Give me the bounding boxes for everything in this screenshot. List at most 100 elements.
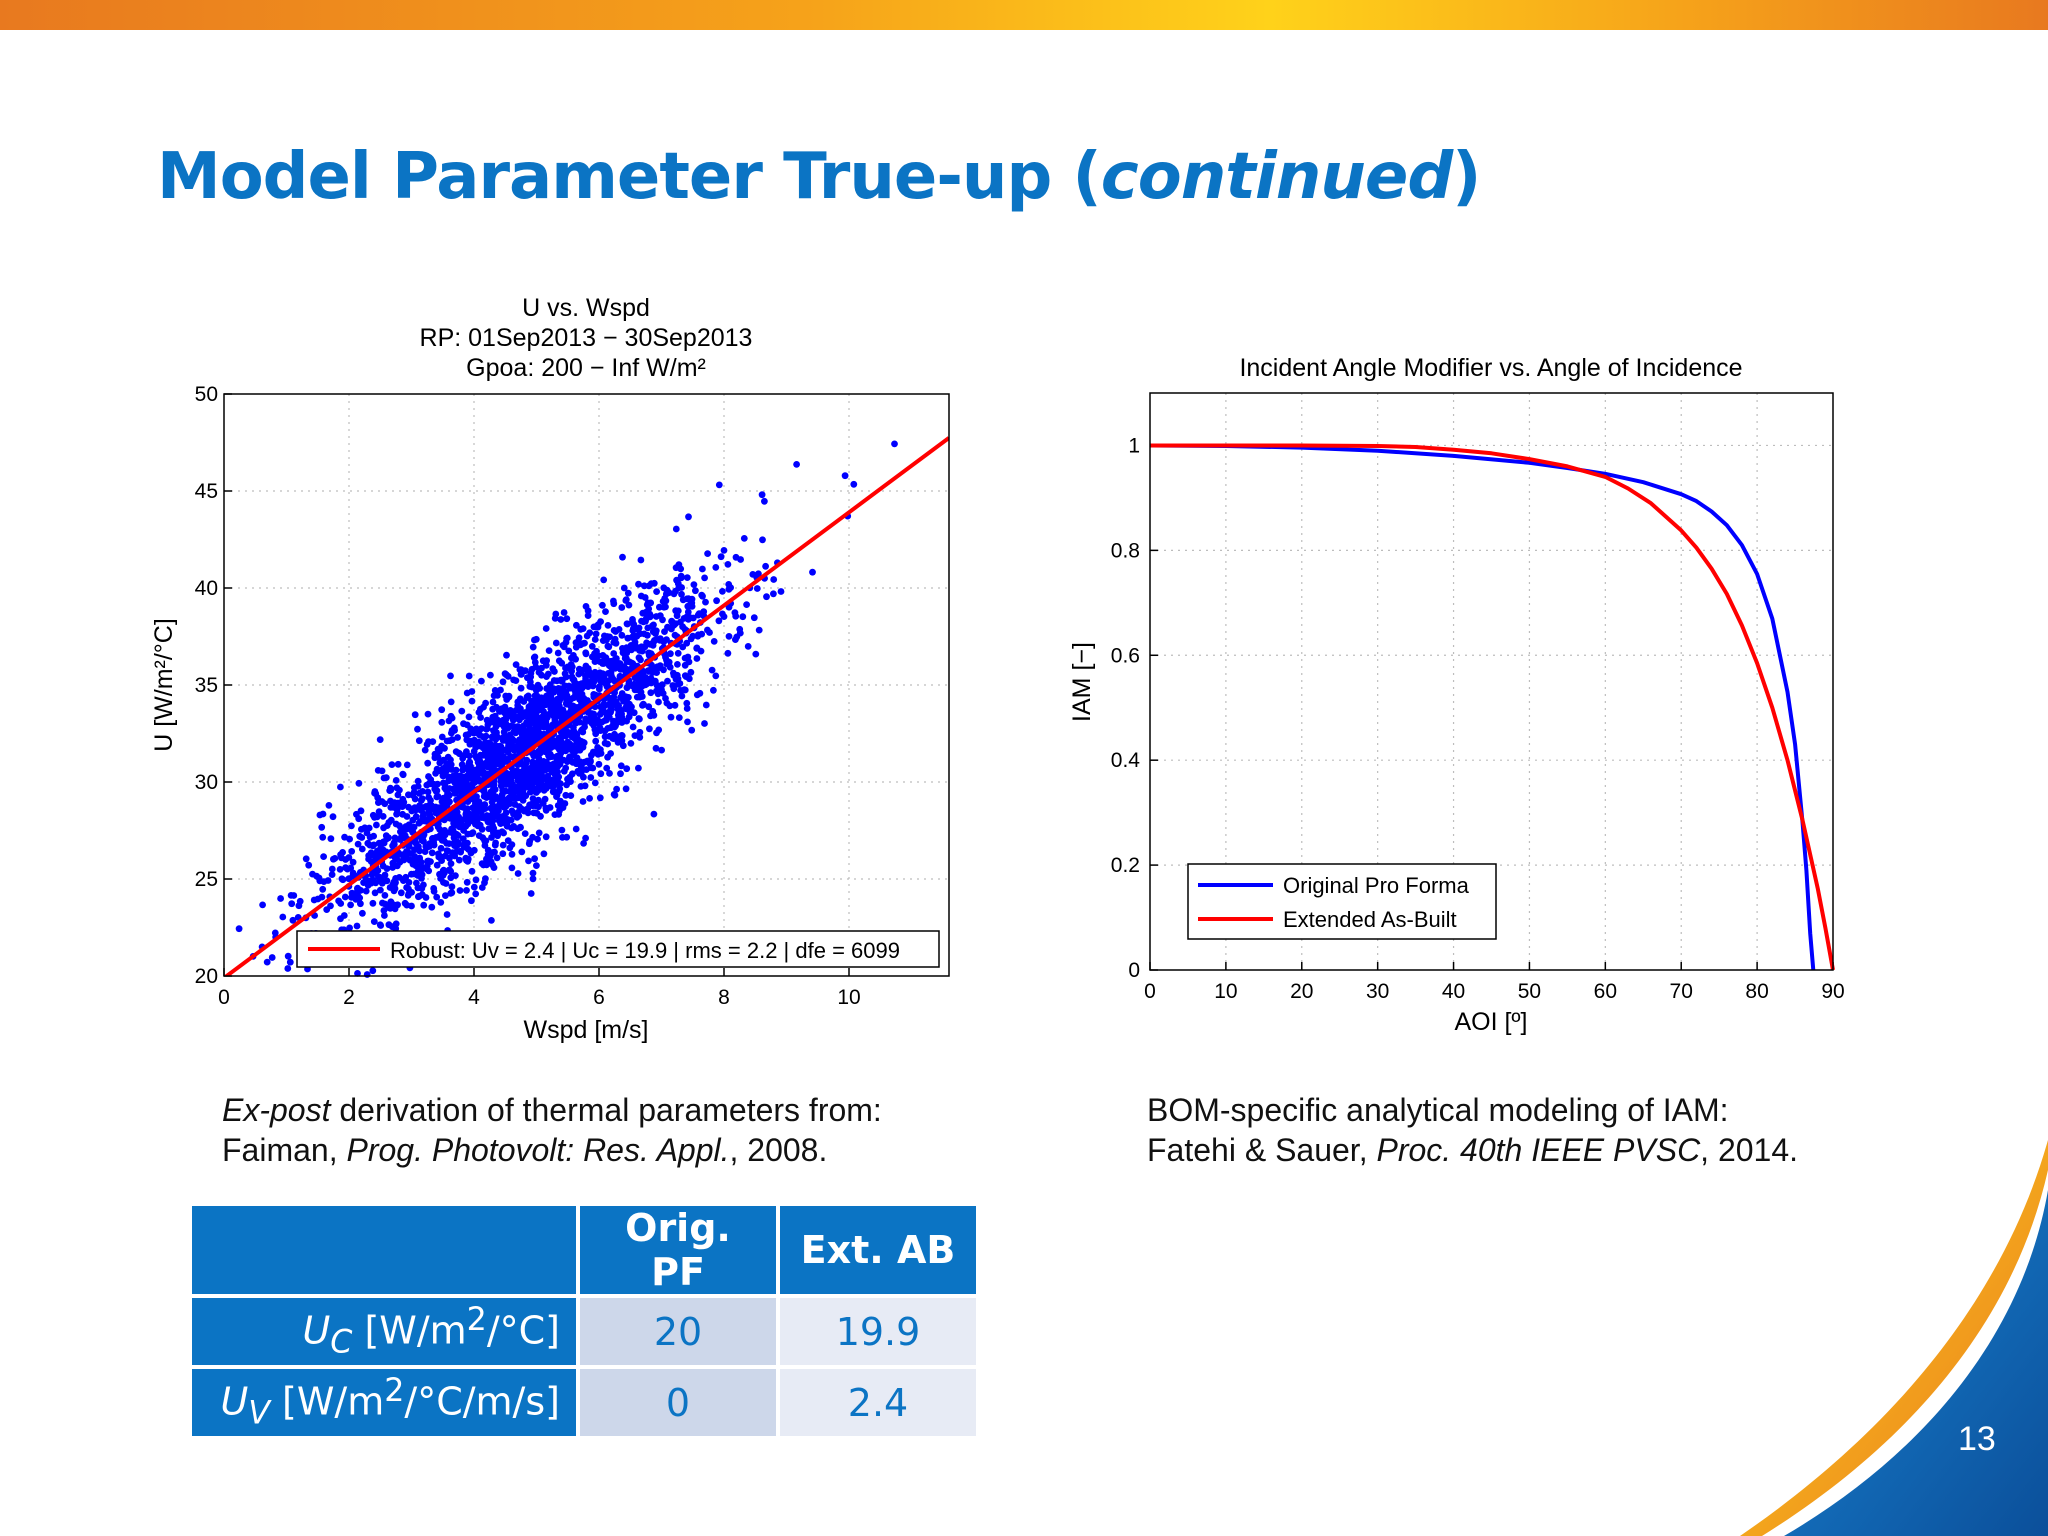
scatter-point [667, 713, 675, 721]
scatter-point [362, 887, 370, 895]
scatter-point [625, 680, 633, 688]
scatter-point [545, 647, 553, 654]
scatter-point [441, 831, 449, 839]
scatter-point [634, 626, 641, 633]
scatter-point [596, 794, 604, 802]
scatter-point [345, 875, 353, 883]
scatter-point [619, 645, 626, 652]
scatter-point [510, 676, 517, 684]
scatter-point [597, 750, 605, 757]
scatter-point [678, 590, 685, 598]
scatter-point [535, 766, 543, 774]
corner-swoosh-decoration [1740, 1140, 2048, 1536]
scatter-point [624, 589, 632, 597]
scatter-point [508, 850, 516, 858]
y-tick-label: 0.4 [1111, 749, 1141, 772]
scatter-point [487, 758, 494, 766]
left-caption-line-1: Ex-post derivation of thermal parameters… [222, 1090, 882, 1130]
scatter-point [720, 547, 728, 554]
scatter-point [523, 756, 531, 764]
scatter-point [655, 698, 662, 706]
scatter-point [448, 736, 456, 743]
scatter-point [342, 856, 349, 863]
scatter-point [490, 734, 498, 742]
scatter-point [515, 803, 523, 810]
scatter-point [527, 678, 534, 686]
scatter-point [438, 718, 446, 726]
cell-uc-ext-ab: 19.9 [780, 1298, 976, 1365]
scatter-point [538, 671, 545, 679]
scatter-point [315, 874, 323, 882]
scatter-point [684, 718, 691, 726]
scatter-point [715, 617, 723, 625]
scatter-point [552, 610, 560, 618]
scatter-point [491, 687, 499, 694]
scatter-point [637, 656, 644, 664]
scatter-point [418, 875, 425, 882]
scatter-point [749, 571, 757, 578]
row-symbol-subscript: V [248, 1395, 270, 1432]
scatter-point [425, 794, 433, 801]
scatter-point [449, 849, 457, 856]
scatter-point [577, 680, 584, 688]
scatter-point [636, 728, 644, 736]
scatter-point [423, 741, 431, 748]
scatter-point [532, 721, 540, 728]
scatter-point [670, 621, 678, 629]
scatter-point [405, 890, 413, 898]
scatter-point [502, 671, 510, 679]
title-main-text: Model Parameter True-up ( [157, 140, 1102, 214]
scatter-point [468, 697, 476, 705]
scatter-point [500, 829, 507, 837]
scatter-point [704, 626, 711, 634]
row-unit-b: /°C] [486, 1309, 560, 1354]
scatter-point [414, 783, 422, 790]
scatter-point [653, 588, 660, 595]
scatter-point [475, 709, 483, 716]
scatter-point [671, 631, 679, 639]
scatter-point [643, 639, 650, 647]
scatter-point [679, 596, 687, 604]
scatter-point [617, 762, 625, 770]
scatter-point [623, 717, 630, 725]
scatter-point [542, 804, 550, 812]
scatter-point [363, 971, 371, 978]
scatter-point [424, 710, 432, 718]
scatter-point [552, 753, 560, 761]
scatter-point [387, 898, 395, 906]
scatter-point [463, 736, 471, 744]
scatter-point [653, 729, 660, 737]
scatter-point [295, 902, 303, 910]
scatter-point [628, 644, 636, 652]
scatter-point [658, 681, 666, 689]
scatter-point [591, 658, 599, 665]
scatter-point [551, 668, 558, 675]
scatter-point [645, 703, 653, 711]
scatter-point [643, 680, 651, 688]
scatter-point [481, 790, 489, 798]
iam-series-lines [1149, 443, 1835, 971]
y-tick-labels: 20 25 30 35 40 45 50 [195, 383, 218, 988]
scatter-point [387, 816, 395, 824]
scatter-point [610, 791, 618, 798]
scatter-point [463, 887, 470, 894]
scatter-point [610, 650, 618, 657]
scatter-point [500, 728, 508, 736]
scatter-point [793, 461, 800, 468]
scatter-point [428, 849, 436, 857]
scatter-point [502, 809, 510, 817]
scatter-point [377, 877, 384, 885]
scatter-point [399, 771, 407, 779]
legend-box [1187, 863, 1497, 940]
scatter-point [480, 703, 487, 711]
scatter-point [488, 917, 495, 924]
scatter-point [361, 824, 369, 832]
y-tick-label: 45 [195, 480, 218, 503]
left-caption-year: , 2008. [729, 1132, 828, 1168]
scatter-point [541, 748, 549, 756]
scatter-point [529, 875, 537, 883]
scatter-point [507, 816, 515, 824]
scatter-point [459, 816, 466, 824]
scatter-point [750, 614, 758, 622]
scatter-point [599, 707, 606, 714]
